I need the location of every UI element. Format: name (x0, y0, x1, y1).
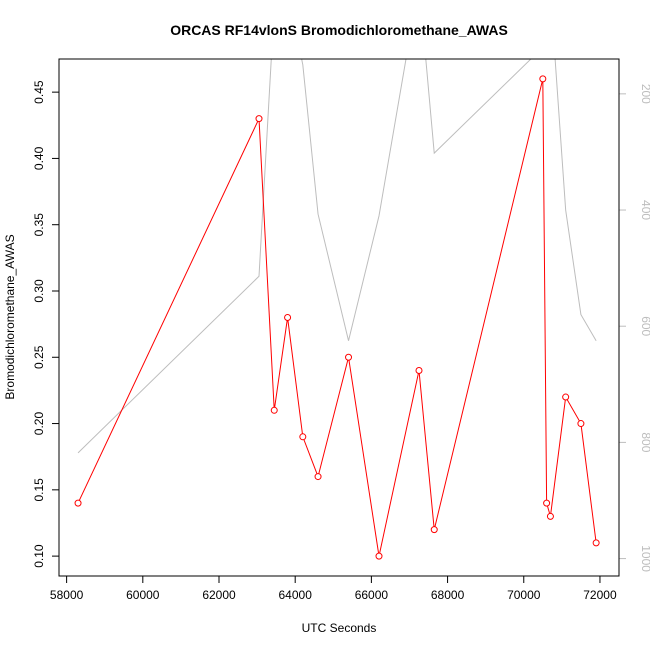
y-tick-label-4: 0.30 (32, 279, 46, 303)
data-point-13 (562, 393, 570, 401)
plot-frame (58, 58, 620, 577)
y2-tick-label-4: 1000 (639, 545, 650, 572)
data-point-0 (74, 499, 82, 507)
x-tick-label-6: 70000 (507, 588, 541, 602)
y-axis: 0.10 0.15 0.20 0.25 0.30 0.35 0.40 0.45 (32, 80, 59, 568)
x-axis: 58000 60000 62000 64000 66000 68000 70000 72000 (50, 576, 617, 602)
y-tick-label-2: 0.20 (32, 412, 46, 436)
y-tick-label-3: 0.25 (32, 345, 46, 369)
x-tick-label-0: 58000 (50, 588, 84, 602)
data-point-12 (546, 512, 554, 520)
y-tick-label-7: 0.45 (32, 80, 46, 104)
red-series-line (77, 78, 597, 557)
y-tick-label-6: 0.40 (32, 146, 46, 170)
data-point-8 (415, 367, 423, 375)
data-point-3 (284, 314, 292, 321)
data-point-5 (314, 473, 322, 481)
y2-tick-label-3: 800 (639, 432, 650, 452)
x-tick-label-7: 72000 (583, 588, 617, 602)
data-point-4 (299, 433, 307, 441)
x-tick-label-5: 68000 (431, 588, 465, 602)
y-tick-label-5: 0.35 (32, 213, 46, 237)
y2-tick-label-1: 400 (639, 200, 650, 220)
y-axis-label: Bromodichloromethane_AWAS (3, 234, 17, 399)
gray-series-line (77, 59, 597, 454)
data-point-9 (430, 526, 438, 534)
x-tick-label-3: 64000 (279, 588, 313, 602)
data-point-11 (543, 499, 551, 507)
x-axis-label: UTC Seconds (302, 621, 377, 635)
x-tick-label-4: 66000 (355, 588, 389, 602)
y2-tick-label-2: 600 (639, 316, 650, 336)
data-point-15 (592, 539, 600, 547)
data-point-2 (270, 406, 278, 414)
chart-title: ORCAS RF14vlonS Bromodichloromethane_AWA… (170, 22, 508, 38)
y-tick-label-0: 0.10 (32, 544, 46, 568)
y-tick-label-1: 0.15 (32, 478, 46, 502)
x-tick-label-2: 62000 (202, 588, 236, 602)
data-point-6 (345, 353, 353, 361)
data-point-7 (375, 552, 383, 560)
data-point-14 (577, 420, 585, 428)
data-point-1 (255, 115, 263, 123)
data-point-10 (539, 75, 547, 83)
series-layer (74, 59, 600, 560)
y2-axis: 200 400 600 800 1000 (619, 84, 650, 572)
y2-tick-label-0: 200 (639, 84, 650, 104)
x-tick-label-1: 60000 (126, 588, 160, 602)
